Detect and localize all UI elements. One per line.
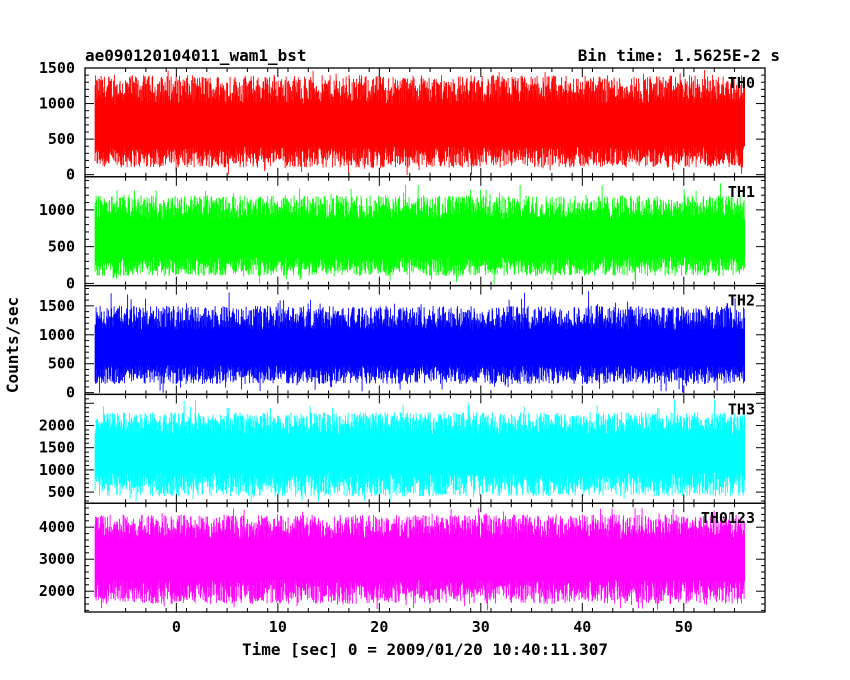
plot-title: ae090120104011_wam1_bst bbox=[85, 46, 307, 65]
series-line-th0 bbox=[94, 70, 746, 175]
x-axis: 0 10 20 30 40 50 bbox=[172, 618, 693, 636]
y-tick-label: 2000 bbox=[39, 416, 75, 434]
x-tick-label: 30 bbox=[472, 618, 490, 636]
series-label-th2: TH2 bbox=[728, 292, 755, 310]
y-tick-label: 1000 bbox=[39, 95, 75, 113]
panels-group: 0 500 1000 1500 TH0 0 500 1000 TH1 0 500 1000 1500 TH… bbox=[39, 59, 766, 613]
series-label-th3: TH3 bbox=[728, 400, 755, 418]
x-tick-label: 10 bbox=[269, 618, 287, 636]
x-axis-label: Time [sec] 0 = 2009/01/20 10:40:11.307 bbox=[242, 640, 608, 659]
y-tick-label: 1000 bbox=[39, 461, 75, 479]
series-label-th0123: TH0123 bbox=[701, 509, 755, 527]
panel-th0123: 2000 3000 4000 TH0123 bbox=[39, 502, 766, 613]
y-tick-label: 0 bbox=[66, 274, 75, 292]
bin-time-label: Bin time: 1.5625E-2 s bbox=[578, 46, 780, 65]
series-line-th3 bbox=[94, 399, 746, 502]
x-tick-label: 0 bbox=[172, 618, 181, 636]
y-tick-label: 4000 bbox=[39, 518, 75, 536]
y-tick-label: 0 bbox=[66, 384, 75, 402]
x-tick-label: 20 bbox=[370, 618, 388, 636]
series-line-th2 bbox=[94, 291, 746, 393]
y-tick-label: 1000 bbox=[39, 201, 75, 219]
y-tick-label: 0 bbox=[66, 166, 75, 184]
y-tick-label: 1500 bbox=[39, 297, 75, 315]
y-tick-label: 500 bbox=[48, 130, 75, 148]
panel-frame bbox=[84, 502, 766, 613]
series-label-th1: TH1 bbox=[728, 183, 755, 201]
y-tick-label: 500 bbox=[48, 355, 75, 373]
y-tick-label: 3000 bbox=[39, 550, 75, 568]
y-tick-label: 500 bbox=[48, 483, 75, 501]
series-label-th0: TH0 bbox=[728, 74, 755, 92]
series-line-th0123 bbox=[94, 508, 746, 611]
y-tick-label: 1000 bbox=[39, 326, 75, 344]
x-tick-label: 40 bbox=[573, 618, 591, 636]
panel-th2: 0 500 1000 1500 TH2 bbox=[39, 284, 766, 402]
panel-th0: 0 500 1000 1500 TH0 bbox=[39, 59, 766, 184]
y-tick-label: 1500 bbox=[39, 59, 75, 77]
y-axis-label: Counts/sec bbox=[3, 297, 22, 393]
y-tick-label: 1500 bbox=[39, 439, 75, 457]
y-tick-label: 500 bbox=[48, 238, 75, 256]
series-line-th1 bbox=[94, 183, 746, 285]
panel-th1: 0 500 1000 TH1 bbox=[39, 176, 766, 292]
panel-th3: 500 1000 1500 2000 TH3 bbox=[39, 393, 766, 504]
x-tick-label: 50 bbox=[675, 618, 693, 636]
y-tick-label: 2000 bbox=[39, 582, 75, 600]
